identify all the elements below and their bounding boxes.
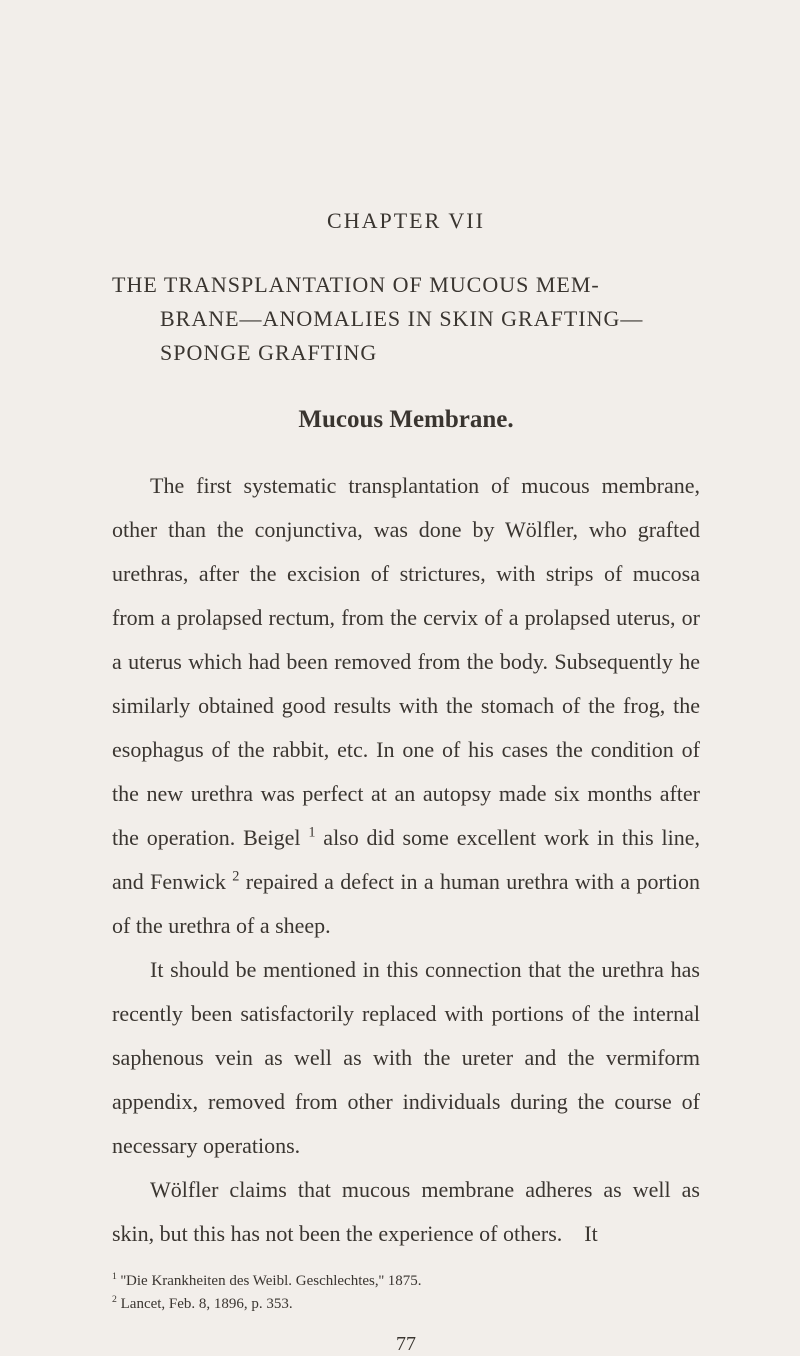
section-heading: Mucous Membrane. <box>112 406 700 434</box>
title-line-2: BRANE—ANOMALIES IN SKIN GRAFTING— <box>160 306 643 331</box>
title-block: THE TRANSPLANTATION OF MUCOUS MEM- BRANE… <box>112 268 700 370</box>
footnote-2-text: Lancet, Feb. 8, 1896, p. 353. <box>117 1296 293 1312</box>
paragraph-3: Wölfler claims that mucous membrane adhe… <box>112 1168 700 1256</box>
footnote-2: 2 Lancet, Feb. 8, 1896, p. 353. <box>112 1293 700 1316</box>
paragraph-1-text-a: The first systematic transplantation of … <box>112 473 700 850</box>
footnotes: 1 ''Die Krankheiten des Weibl. Geschlech… <box>112 1270 700 1315</box>
footnote-1-text: ''Die Krankheiten des Weibl. Geschlechte… <box>117 1273 422 1289</box>
footnote-1: 1 ''Die Krankheiten des Weibl. Geschlech… <box>112 1270 700 1293</box>
page-number: 77 <box>112 1333 700 1356</box>
paragraph-1: The first systematic transplantation of … <box>112 464 700 948</box>
page: CHAPTER VII THE TRANSPLANTATION OF MUCOU… <box>0 0 800 1356</box>
chapter-heading: CHAPTER VII <box>112 208 700 234</box>
paragraph-2: It should be mentioned in this connectio… <box>112 948 700 1168</box>
title-line-3: SPONGE GRAFTING <box>160 340 377 365</box>
title-line-1: THE TRANSPLANTATION OF MUCOUS MEM- <box>112 272 600 297</box>
